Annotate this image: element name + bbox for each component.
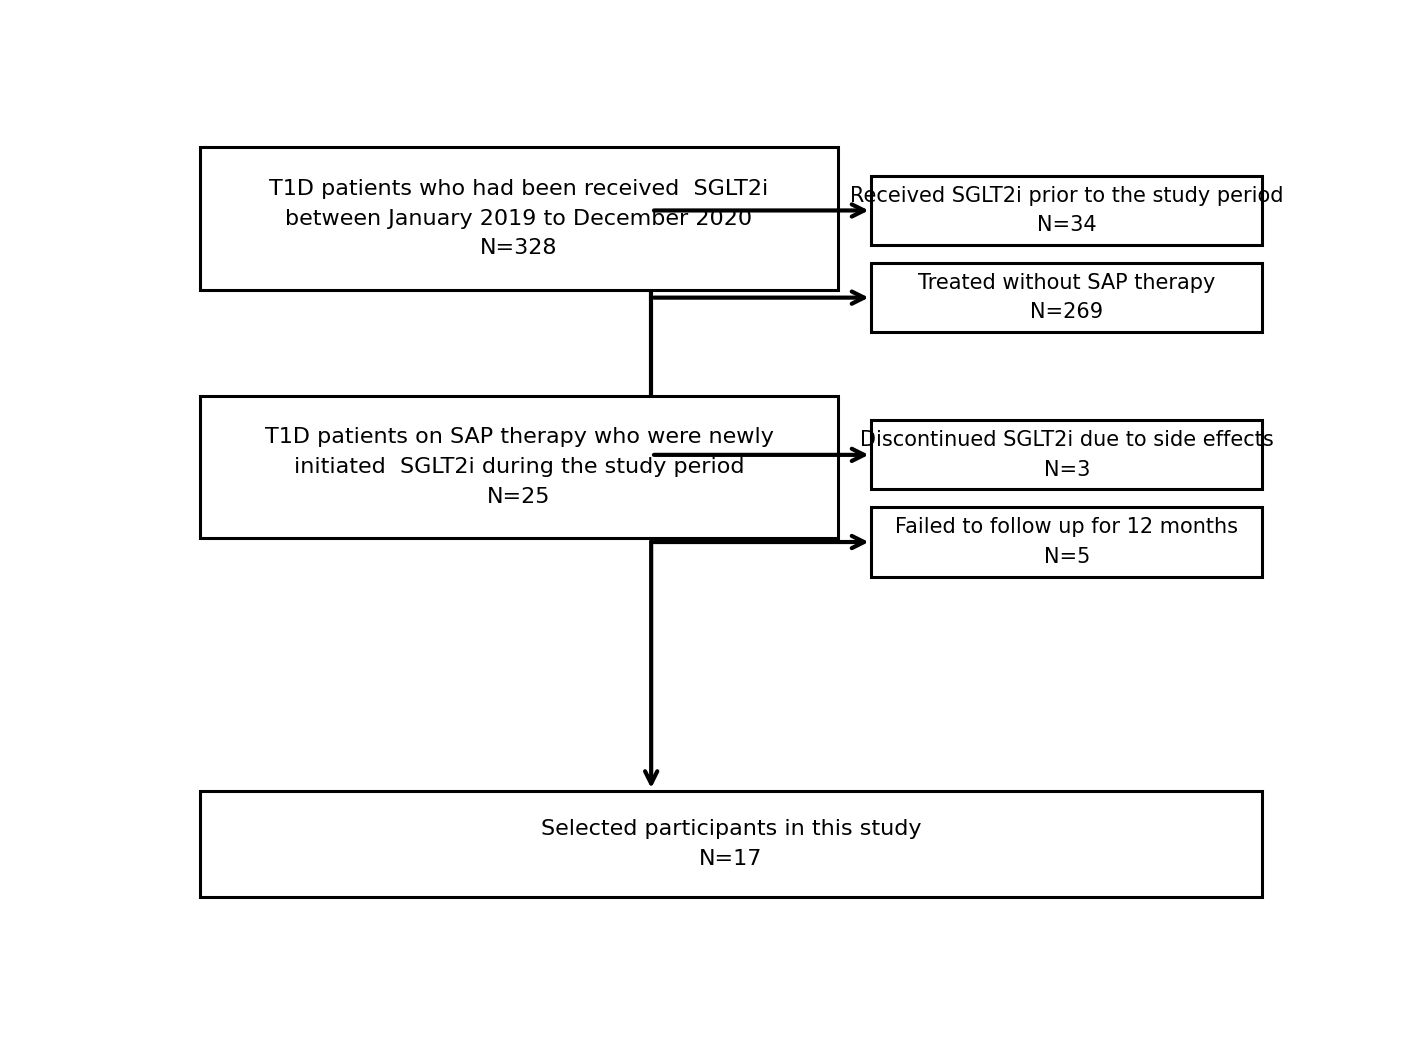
FancyBboxPatch shape (199, 396, 838, 539)
FancyBboxPatch shape (199, 147, 838, 290)
Text: Selected participants in this study
N=17: Selected participants in this study N=17 (541, 819, 921, 869)
Text: Received SGLT2i prior to the study period
N=34: Received SGLT2i prior to the study perio… (850, 185, 1283, 235)
Text: T1D patients who had been received  SGLT2i
between January 2019 to December 2020: T1D patients who had been received SGLT2… (270, 179, 769, 258)
FancyBboxPatch shape (871, 420, 1262, 490)
FancyBboxPatch shape (871, 508, 1262, 577)
FancyBboxPatch shape (199, 791, 1262, 897)
Text: Treated without SAP therapy
N=269: Treated without SAP therapy N=269 (918, 273, 1215, 323)
Text: Discontinued SGLT2i due to side effects
N=3: Discontinued SGLT2i due to side effects … (860, 430, 1273, 479)
Text: Failed to follow up for 12 months
N=5: Failed to follow up for 12 months N=5 (895, 517, 1239, 567)
Text: T1D patients on SAP therapy who were newly
initiated  SGLT2i during the study pe: T1D patients on SAP therapy who were new… (264, 427, 773, 507)
FancyBboxPatch shape (871, 263, 1262, 332)
FancyBboxPatch shape (871, 176, 1262, 245)
